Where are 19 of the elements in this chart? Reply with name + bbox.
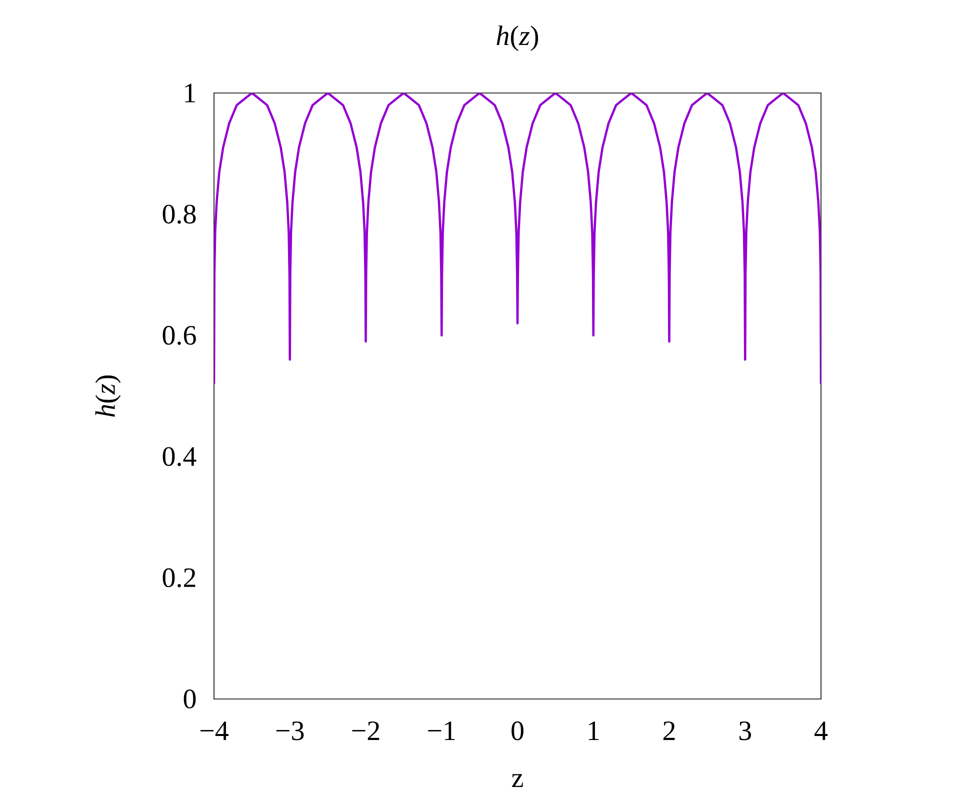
x-tick-label: −3 bbox=[276, 721, 304, 740]
y-tick-label: 0.6 bbox=[162, 326, 196, 345]
y-tick-label: 0.4 bbox=[162, 447, 196, 466]
y-tick-label: 1 bbox=[185, 84, 196, 102]
y-tick-label: 0.8 bbox=[162, 204, 196, 224]
x-tick-label: 0 bbox=[512, 721, 524, 740]
y-tick-label: 0.2 bbox=[162, 568, 196, 588]
chart-title: h(z) bbox=[496, 26, 538, 51]
y-tick-label: 0 bbox=[184, 690, 196, 708]
x-tick-label: 4 bbox=[814, 722, 828, 740]
x-axis-title: z bbox=[512, 774, 523, 787]
x-tick-label: −2 bbox=[352, 721, 380, 740]
x-tick-label: 2 bbox=[663, 721, 675, 740]
x-tick-label: −1 bbox=[428, 722, 455, 740]
line-series bbox=[214, 92, 821, 385]
y-axis-title: h(z) bbox=[95, 375, 121, 417]
x-tick-label: 1 bbox=[588, 722, 599, 740]
x-tick-label: 3 bbox=[739, 721, 752, 740]
x-tick-label: −4 bbox=[200, 722, 228, 740]
